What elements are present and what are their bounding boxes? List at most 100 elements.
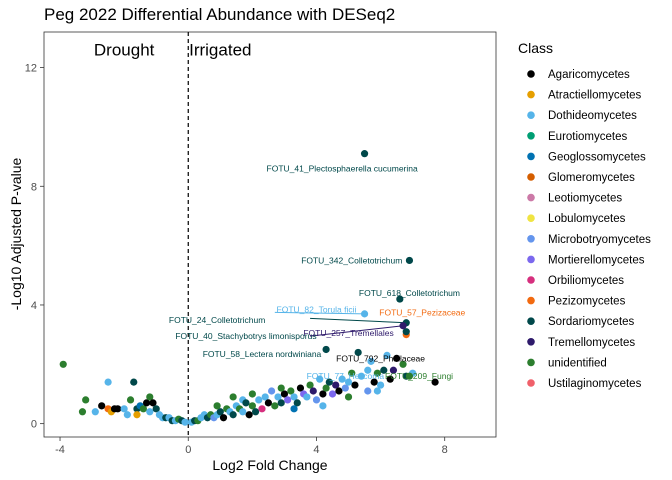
data-point: [296, 384, 305, 392]
y-tick-label: 8: [31, 181, 37, 193]
x-axis-title: Log2 Fold Change: [212, 457, 327, 473]
legend-label: Orbiliomycetes: [548, 275, 624, 287]
legend-label: Ustilaginomycetes: [548, 378, 642, 390]
data-point: [373, 387, 381, 395]
legend-label: Microbotryomycetes: [548, 234, 651, 246]
data-point: [274, 393, 282, 401]
point-label: FOTU_82_Torula ficii: [277, 304, 357, 314]
legend-swatch: [527, 214, 535, 222]
labeled-data-point: [405, 256, 414, 265]
point-label: FOTU_209_Fungi: [385, 371, 453, 381]
data-point: [268, 387, 276, 395]
legend-swatch: [527, 70, 535, 78]
x-tick-label: 8: [442, 444, 448, 456]
data-point: [133, 411, 141, 419]
data-point: [293, 399, 301, 407]
data-point: [325, 378, 333, 386]
data-point: [370, 378, 378, 386]
data-point: [277, 384, 285, 392]
legend-swatch: [527, 255, 535, 264]
data-point: [383, 351, 391, 360]
data-point: [284, 396, 292, 404]
data-point: [287, 387, 295, 395]
data-point: [264, 399, 272, 407]
plot-frame: [43, 31, 497, 438]
data-point: [271, 402, 279, 410]
legend-swatch: [527, 132, 535, 140]
point-label: FOTU_41_Plectosphaerella cucumerina: [267, 163, 418, 173]
data-point: [139, 405, 147, 413]
data-point: [152, 405, 160, 413]
legend-label: Agaricomycetes: [548, 69, 630, 81]
labeled-data-point: [402, 328, 410, 336]
data-points: [59, 348, 439, 426]
legend-label: unidentified: [548, 357, 607, 369]
data-point: [335, 387, 343, 395]
legend-label: Eurotiomycetes: [548, 131, 628, 143]
point-label: FOTU_57_Pezizaceae: [379, 307, 465, 317]
data-point: [82, 396, 90, 404]
data-point: [213, 402, 221, 410]
data-point: [376, 381, 385, 389]
data-point: [248, 402, 256, 410]
data-point: [322, 384, 330, 392]
legend-label: Lobulomycetes: [548, 213, 626, 225]
data-point: [78, 408, 87, 416]
legend-label: Leotiomycetes: [548, 193, 622, 205]
y-tick-label: 12: [25, 63, 37, 75]
data-point: [229, 393, 237, 401]
data-point: [277, 399, 285, 407]
legend-entries: Agaricomycetes Atractiellomycetes Dothideo…: [527, 69, 651, 390]
labeled-points: [322, 150, 414, 380]
data-point: [216, 408, 224, 416]
data-point: [239, 408, 247, 416]
data-point: [142, 399, 151, 407]
data-point: [386, 375, 394, 383]
data-point: [91, 408, 99, 416]
data-point: [303, 393, 311, 401]
data-point: [255, 396, 263, 404]
point-label: FOTU_77_Helicoma: [307, 371, 385, 381]
legend-label: Tremellomycetes: [548, 337, 635, 349]
point-label: FOTU_618_Colletotrichum: [359, 288, 460, 298]
data-point: [344, 378, 353, 386]
data-point: [351, 381, 359, 389]
data-point: [59, 360, 67, 368]
labeled-data-point: [396, 295, 404, 303]
legend-swatch: [527, 111, 535, 119]
plot-area: -4 0 4 8 0 4 8 12 Drought Irrigated FOTU_41_Pl…: [25, 31, 497, 456]
region-label-irrigated: Irrigated: [189, 41, 251, 60]
data-point: [114, 405, 122, 413]
data-point: [309, 387, 317, 395]
legend-swatch: [527, 338, 535, 346]
region-label-drought: Drought: [94, 41, 155, 60]
data-point: [242, 399, 250, 407]
labeled-data-point: [405, 372, 414, 380]
legend-swatch: [527, 235, 535, 243]
data-point: [399, 360, 407, 368]
data-point: [146, 408, 154, 416]
data-point: [319, 402, 327, 410]
label-leader-line: [310, 325, 404, 337]
x-axis: -4 0 4 8: [55, 437, 448, 456]
legend-label: Glomeromycetes: [548, 172, 635, 184]
data-point: [123, 411, 131, 419]
labeled-data-point: [393, 354, 401, 362]
data-point: [98, 402, 106, 410]
data-point: [348, 369, 356, 377]
y-axis-title: -Log10 Adjusted P-value: [8, 158, 24, 311]
legend-label: Atractiellomycetes: [548, 90, 642, 102]
point-label: FOTU_257_Tremellales: [303, 328, 393, 338]
y-tick-label: 4: [31, 300, 37, 312]
data-point: [120, 405, 128, 413]
data-point: [280, 390, 289, 398]
data-point: [380, 366, 388, 374]
legend: Class Agaricomycetes Atractiellomycetes Do…: [518, 40, 651, 390]
labeled-data-point: [360, 310, 369, 318]
data-point: [338, 375, 346, 383]
labeled-data-point: [364, 366, 372, 374]
data-point: [219, 414, 228, 422]
legend-label: Dothideomycetes: [548, 110, 637, 122]
legend-label: Sordariomycetes: [548, 316, 635, 328]
